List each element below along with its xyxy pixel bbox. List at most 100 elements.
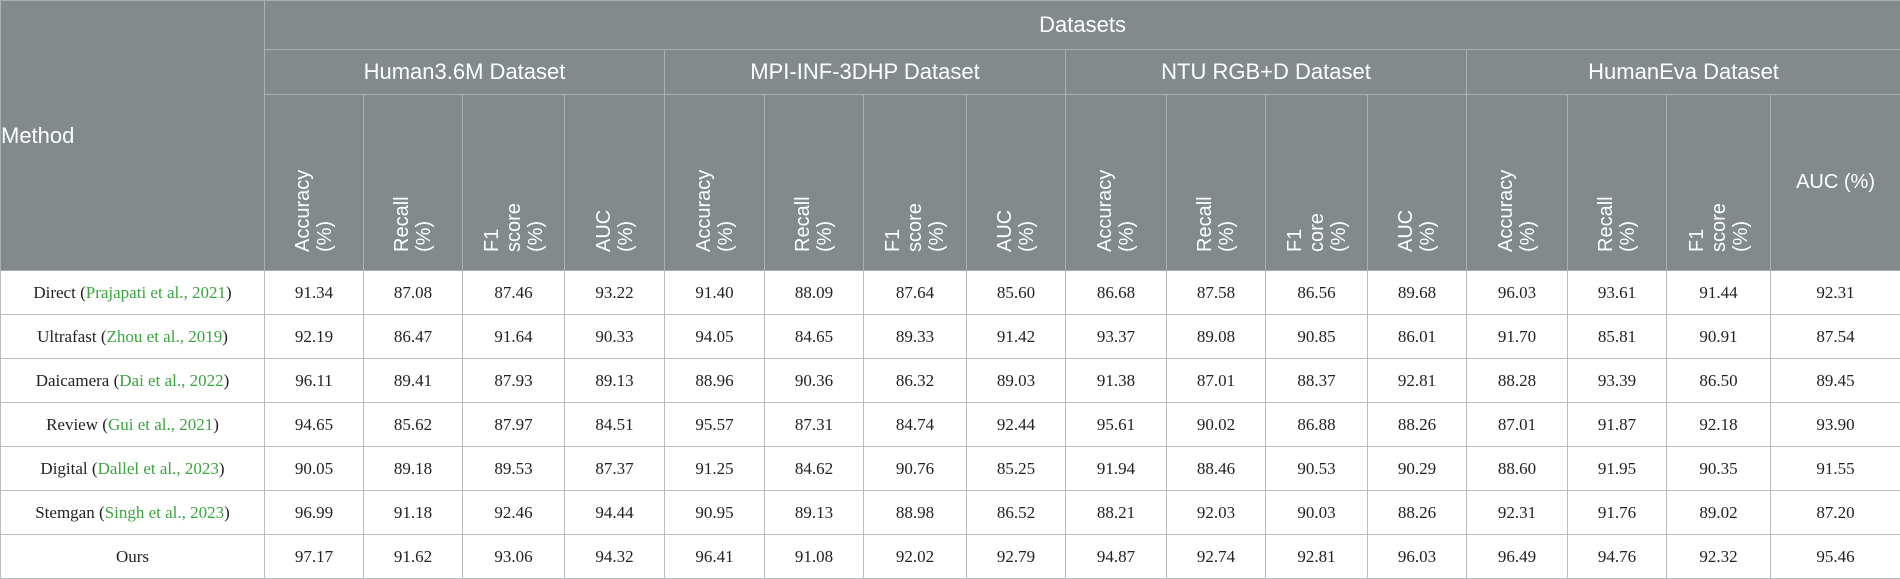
value-cell: 86.32 [864, 359, 967, 403]
value-cell: 89.53 [463, 447, 565, 491]
metric-header-row: Accuracy (%)Recall (%)F1 score (%)AUC (%… [1, 95, 1900, 271]
metric-column-header: AUC (%) [565, 95, 665, 271]
metric-column-header: F1 score (%) [463, 95, 565, 271]
metric-column-header: Recall (%) [765, 95, 864, 271]
value-cell: 84.65 [765, 315, 864, 359]
value-cell: 93.06 [463, 535, 565, 579]
value-cell: 92.03 [1167, 491, 1266, 535]
value-cell: 88.98 [864, 491, 967, 535]
value-cell: 92.44 [967, 403, 1066, 447]
method-cell: Ultrafast (Zhou et al., 2019) [1, 315, 265, 359]
value-cell: 94.32 [565, 535, 665, 579]
citation-link[interactable]: Prajapati et al., 2021 [86, 283, 226, 302]
metric-label: AUC (%) [994, 203, 1038, 252]
method-cell: Review (Gui et al., 2021) [1, 403, 265, 447]
value-cell: 88.46 [1167, 447, 1266, 491]
metric-label: Recall (%) [792, 196, 836, 252]
value-cell: 87.54 [1771, 315, 1900, 359]
value-cell: 86.47 [364, 315, 463, 359]
metric-column-header: F1 core (%) [1266, 95, 1368, 271]
value-cell: 89.13 [565, 359, 665, 403]
value-cell: 85.62 [364, 403, 463, 447]
dataset-group-header: MPI-INF-3DHP Dataset [665, 50, 1066, 95]
value-cell: 86.01 [1368, 315, 1467, 359]
method-cell: Direct (Prajapati et al., 2021) [1, 271, 265, 315]
method-column-header: Method [1, 1, 265, 271]
value-cell: 91.40 [665, 271, 765, 315]
value-cell: 93.39 [1568, 359, 1667, 403]
metric-column-header: Recall (%) [1568, 95, 1667, 271]
value-cell: 92.74 [1167, 535, 1266, 579]
value-cell: 88.96 [665, 359, 765, 403]
value-cell: 89.68 [1368, 271, 1467, 315]
value-cell: 96.03 [1467, 271, 1568, 315]
value-cell: 87.31 [765, 403, 864, 447]
method-name: Daicamera [36, 371, 110, 390]
citation-link[interactable]: Zhou et al., 2019 [107, 327, 223, 346]
value-cell: 91.42 [967, 315, 1066, 359]
method-name: Direct [33, 283, 75, 302]
value-cell: 93.90 [1771, 403, 1900, 447]
value-cell: 91.87 [1568, 403, 1667, 447]
value-cell: 88.37 [1266, 359, 1368, 403]
method-cell: Digital (Dallel et al., 2023) [1, 447, 265, 491]
value-cell: 91.44 [1667, 271, 1771, 315]
value-cell: 91.55 [1771, 447, 1900, 491]
value-cell: 94.87 [1066, 535, 1167, 579]
value-cell: 93.22 [565, 271, 665, 315]
metric-label: AUC (%) [593, 203, 637, 253]
value-cell: 90.91 [1667, 315, 1771, 359]
value-cell: 92.81 [1368, 359, 1467, 403]
method-cell: Ours [1, 535, 265, 579]
value-cell: 89.33 [864, 315, 967, 359]
value-cell: 91.95 [1568, 447, 1667, 491]
value-cell: 84.62 [765, 447, 864, 491]
value-cell: 85.25 [967, 447, 1066, 491]
value-cell: 91.76 [1568, 491, 1667, 535]
metric-label: F1 score (%) [481, 203, 547, 252]
value-cell: 91.18 [364, 491, 463, 535]
value-cell: 85.81 [1568, 315, 1667, 359]
value-cell: 92.81 [1266, 535, 1368, 579]
value-cell: 96.49 [1467, 535, 1568, 579]
metric-column-header: Accuracy (%) [265, 95, 364, 271]
metric-label: Accuracy (%) [292, 170, 336, 252]
value-cell: 91.62 [364, 535, 463, 579]
method-name: Ultrafast [37, 327, 96, 346]
citation-link[interactable]: Dai et al., 2022 [119, 371, 223, 390]
value-cell: 90.36 [765, 359, 864, 403]
value-cell: 89.45 [1771, 359, 1900, 403]
value-cell: 92.31 [1771, 271, 1900, 315]
value-cell: 90.03 [1266, 491, 1368, 535]
value-cell: 88.09 [765, 271, 864, 315]
value-cell: 95.46 [1771, 535, 1900, 579]
metric-label: Recall (%) [391, 196, 435, 252]
value-cell: 90.33 [565, 315, 665, 359]
value-cell: 96.03 [1368, 535, 1467, 579]
value-cell: 87.08 [364, 271, 463, 315]
value-cell: 90.53 [1266, 447, 1368, 491]
value-cell: 91.70 [1467, 315, 1568, 359]
metric-column-header: Accuracy (%) [665, 95, 765, 271]
metric-column-header: F1 score (%) [1667, 95, 1771, 271]
value-cell: 94.44 [565, 491, 665, 535]
value-cell: 97.17 [265, 535, 364, 579]
value-cell: 92.19 [265, 315, 364, 359]
value-cell: 92.18 [1667, 403, 1771, 447]
citation-link[interactable]: Gui et al., 2021 [108, 415, 213, 434]
metric-column-header: Recall (%) [1167, 95, 1266, 271]
citation-link[interactable]: Singh et al., 2023 [105, 503, 224, 522]
value-cell: 91.94 [1066, 447, 1167, 491]
value-cell: 91.64 [463, 315, 565, 359]
value-cell: 89.18 [364, 447, 463, 491]
value-cell: 91.34 [265, 271, 364, 315]
value-cell: 96.99 [265, 491, 364, 535]
citation-link[interactable]: Dallel et al., 2023 [98, 459, 219, 478]
value-cell: 89.02 [1667, 491, 1771, 535]
value-cell: 86.52 [967, 491, 1066, 535]
value-cell: 87.37 [565, 447, 665, 491]
